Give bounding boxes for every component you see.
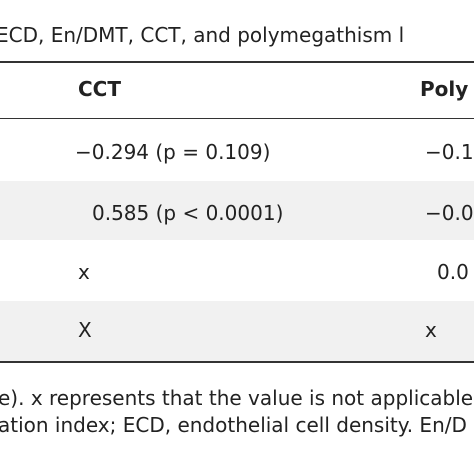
header-rule bbox=[0, 118, 474, 119]
cell: 0.585 (p < 0.0001) bbox=[92, 201, 284, 225]
footnote: e). x represents that the value is not a… bbox=[0, 386, 474, 410]
footnote: ation index; ECD, endothelial cell densi… bbox=[0, 413, 467, 437]
row-shade bbox=[0, 301, 474, 361]
row-shade bbox=[0, 181, 474, 240]
cell: 0.0 bbox=[437, 260, 469, 284]
header-cell: CCT bbox=[78, 77, 121, 101]
cell: −0.0 bbox=[425, 201, 474, 225]
bottom-rule bbox=[0, 361, 474, 363]
cell: X bbox=[78, 318, 92, 342]
header-cell: Poly bbox=[420, 77, 469, 101]
cell: −0.294 (p = 0.109) bbox=[75, 140, 271, 164]
caption: ECD, En/DMT, CCT, and polymegathism l bbox=[0, 23, 405, 47]
cell: −0.1 bbox=[425, 140, 474, 164]
cell: x bbox=[425, 318, 437, 342]
top-rule bbox=[0, 61, 474, 63]
cell: x bbox=[78, 260, 90, 284]
